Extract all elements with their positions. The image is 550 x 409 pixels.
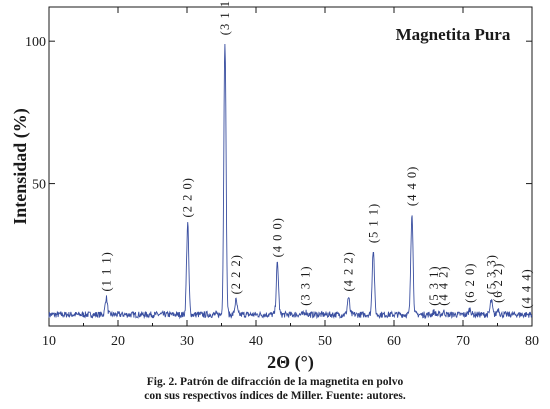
x-tick-label: 70 xyxy=(456,334,470,349)
x-tick-label: 10 xyxy=(42,334,56,349)
peak-label: (3 1 1) xyxy=(218,0,232,35)
y-axis-title: Intensidad (%) xyxy=(10,108,31,225)
peak-label: (5 1 1) xyxy=(366,203,380,243)
y-tick-label: 100 xyxy=(25,35,46,50)
peak-label: (4 4 0) xyxy=(405,166,419,206)
peak-label: (5 3 1) xyxy=(427,265,441,305)
x-axis-title: 2Θ (°) xyxy=(267,352,314,373)
peak-label: (6 2 0) xyxy=(463,263,477,303)
x-tick-label: 80 xyxy=(525,334,539,349)
figure-caption-line-2: con sus respectivos índices de Miller. F… xyxy=(144,390,406,402)
peak-label: (4 4 2) xyxy=(437,265,451,305)
miller-index-labels: (1 1 1) (2 2 0) (3 1 1) (2 2 2) (4 0 0) (3 3 … xyxy=(99,0,533,309)
chart-title: Magnetita Pura xyxy=(396,25,511,44)
axis-ticks: 10 20 30 40 50 60 70 80 50 100 xyxy=(25,7,539,349)
peak-label: (3 3 1) xyxy=(299,265,313,305)
peak-label: (4 0 0) xyxy=(270,217,284,257)
x-tick-label: 50 xyxy=(318,334,332,349)
peak-label: (4 4 4) xyxy=(519,268,533,308)
y-tick-label: 50 xyxy=(32,178,46,193)
x-tick-label: 30 xyxy=(180,334,194,349)
peak-label: (2 2 2) xyxy=(229,254,243,294)
peak-label: (1 1 1) xyxy=(99,251,113,291)
x-tick-label: 20 xyxy=(111,334,125,349)
x-tick-label: 60 xyxy=(387,334,401,349)
diffraction-pattern-line xyxy=(48,43,533,320)
plot-frame xyxy=(48,6,533,327)
peak-label: (4 2 2) xyxy=(341,251,355,291)
peak-label: (6 2 2) xyxy=(491,263,505,303)
figure-caption-line-1: Fig. 2. Patrón de difracción de la magne… xyxy=(146,376,404,388)
peak-label: (2 2 0) xyxy=(181,177,195,217)
x-tick-label: 40 xyxy=(249,334,263,349)
peak-label: (5 3 3) xyxy=(484,254,498,294)
